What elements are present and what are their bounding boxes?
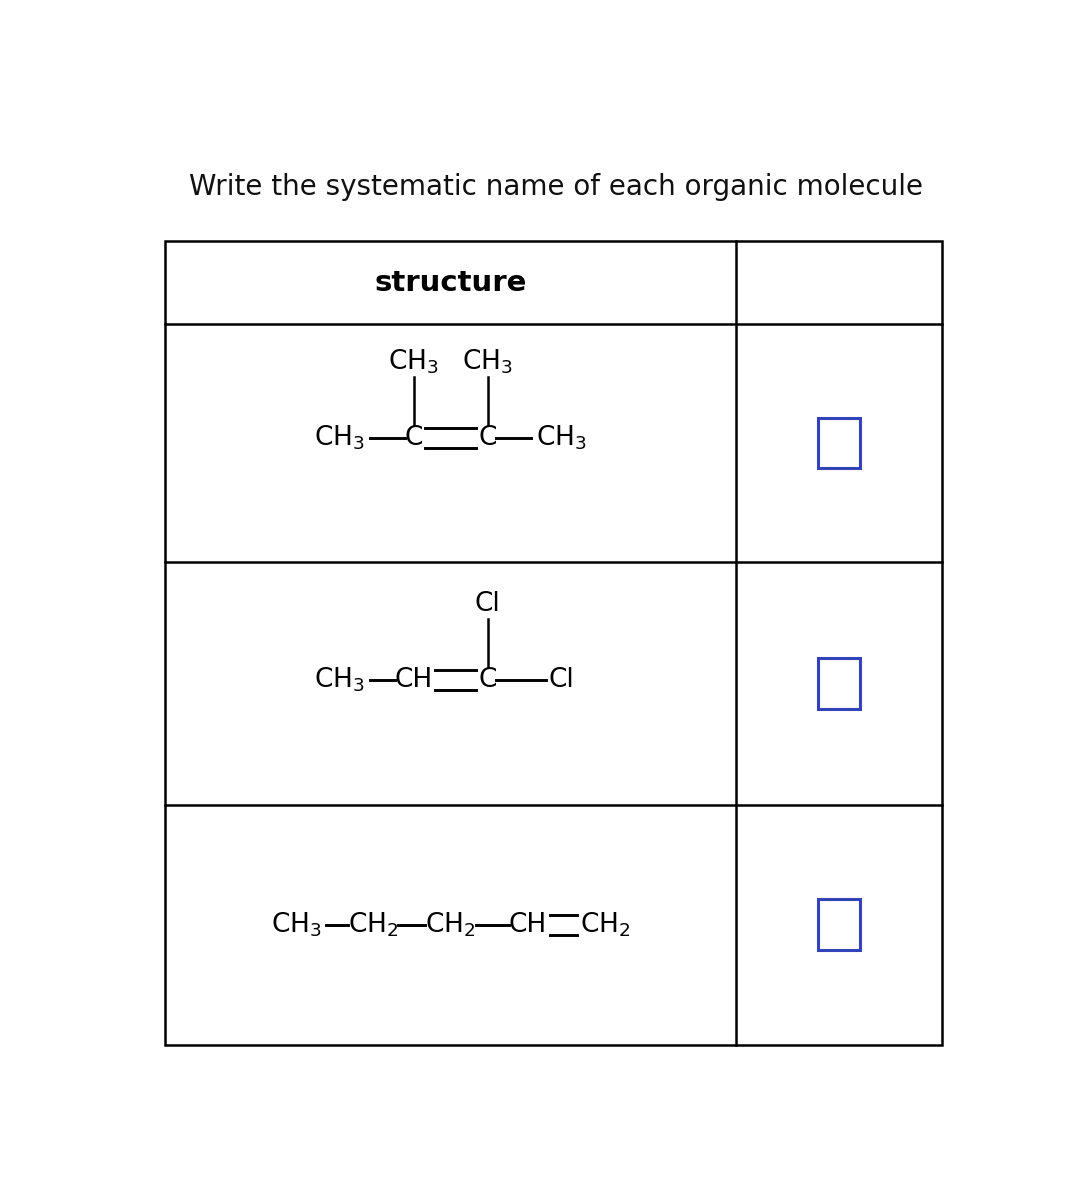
Text: CH$_2$: CH$_2$ xyxy=(348,911,399,940)
Text: C: C xyxy=(478,667,496,692)
Text: CH$_3$: CH$_3$ xyxy=(314,666,365,694)
Text: CH: CH xyxy=(508,912,547,937)
Text: C: C xyxy=(478,425,496,451)
Text: CH: CH xyxy=(395,667,433,692)
Bar xyxy=(818,899,860,950)
Text: CH$_3$: CH$_3$ xyxy=(462,348,513,377)
Bar xyxy=(818,418,860,468)
Text: Write the systematic name of each organic molecule: Write the systematic name of each organi… xyxy=(189,174,922,202)
Text: CH$_3$: CH$_3$ xyxy=(388,348,439,377)
Bar xyxy=(818,658,860,708)
Text: structure: structure xyxy=(374,269,527,296)
Text: Cl: Cl xyxy=(475,592,501,617)
Text: CH$_3$: CH$_3$ xyxy=(314,424,365,452)
Text: CH$_2$: CH$_2$ xyxy=(425,911,476,940)
Text: CH$_2$: CH$_2$ xyxy=(580,911,631,940)
Text: CH$_3$: CH$_3$ xyxy=(537,424,586,452)
Text: CH$_3$: CH$_3$ xyxy=(271,911,321,940)
Text: Cl: Cl xyxy=(549,667,575,692)
Text: C: C xyxy=(404,425,423,451)
Bar xyxy=(165,241,942,1045)
